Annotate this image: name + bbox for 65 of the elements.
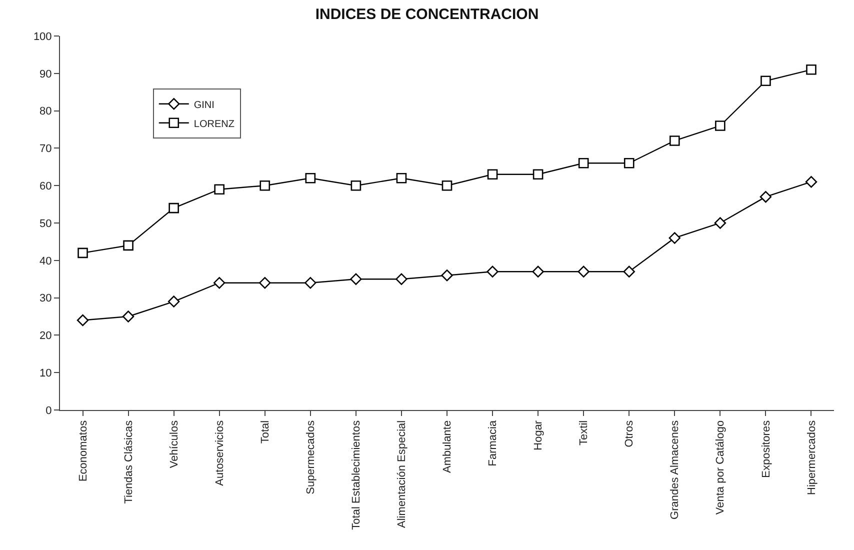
point: [670, 136, 680, 146]
x-tick-label: Tiendas Clásicas: [122, 420, 135, 504]
point: [486, 266, 498, 278]
x-tick-label: Supermecados: [304, 420, 317, 494]
x-tick-label: Economatos: [77, 420, 90, 482]
y-tick-label: 30: [40, 292, 52, 305]
x-tick-label: Farmacia: [487, 420, 500, 466]
x-tick-label: Textil: [578, 420, 590, 446]
point: [624, 158, 634, 168]
x-tick-label: Total: [259, 420, 272, 444]
x-tick-label: Grandes Almacenes: [669, 420, 682, 520]
point: [805, 176, 818, 188]
point: [350, 273, 362, 285]
y-tick-label: 90: [40, 68, 52, 80]
point: [532, 266, 544, 278]
point: [441, 270, 453, 282]
point: [260, 180, 270, 191]
legend-label: LORENZ: [194, 118, 234, 130]
point: [396, 273, 408, 285]
x-tick-label: Hipermercados: [806, 420, 818, 495]
point: [532, 169, 544, 180]
point: [123, 240, 134, 251]
legend-label: GINI: [194, 100, 214, 111]
point: [76, 314, 89, 326]
point: [806, 64, 816, 75]
y-tick-label: 70: [40, 143, 52, 156]
point: [259, 276, 271, 289]
x-tick-label: Vehículos: [168, 420, 180, 468]
point: [668, 232, 680, 244]
point: [304, 276, 316, 289]
y-tick-label: 50: [40, 218, 52, 230]
point: [305, 172, 316, 184]
y-tick-label: 60: [40, 180, 52, 192]
y-tick-label: 20: [40, 330, 52, 342]
chart-title: INDICES DE CONCENTRACION: [315, 6, 539, 23]
point: [760, 190, 772, 203]
point: [214, 184, 224, 194]
x-tick-label: Expositores: [760, 420, 772, 478]
point: [442, 180, 452, 191]
x-tick-label: Alimentación Especial: [396, 420, 408, 528]
y-tick-label: 0: [46, 404, 52, 417]
point: [168, 202, 179, 214]
point: [78, 248, 88, 258]
point: [350, 180, 362, 191]
x-tick-label: Ambulante: [442, 420, 454, 473]
x-tick-label: Hogar: [532, 420, 545, 450]
x-tick-label: Autoservicios: [214, 420, 226, 486]
x-tick-label: Total Establecimientos: [350, 420, 363, 530]
point: [715, 120, 726, 131]
y-tick-label: 10: [40, 367, 52, 380]
point: [714, 217, 726, 229]
point: [623, 266, 635, 278]
point: [578, 266, 590, 278]
y-tick-label: 100: [33, 30, 52, 43]
x-tick-label: Venta por Catálogo: [714, 420, 727, 515]
point: [122, 310, 134, 322]
point: [168, 296, 180, 308]
x-tick-label: Otros: [624, 420, 636, 448]
point: [396, 172, 407, 184]
y-tick-label: 80: [40, 106, 52, 118]
point: [214, 276, 226, 289]
point: [487, 169, 498, 180]
y-tick-label: 40: [40, 255, 52, 268]
point: [760, 76, 771, 86]
point: [578, 158, 589, 168]
